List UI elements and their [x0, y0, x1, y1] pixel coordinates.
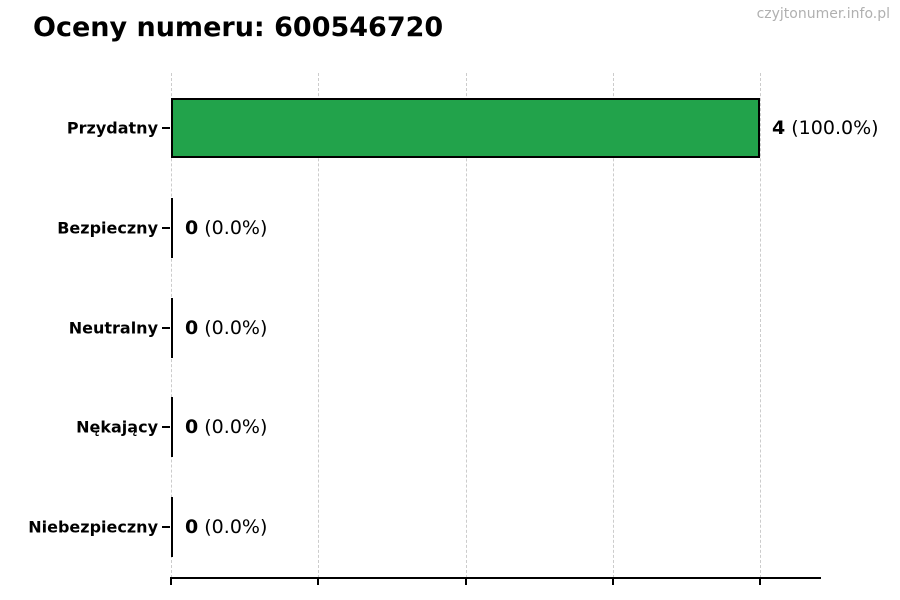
bar [171, 98, 760, 158]
bar [171, 397, 173, 458]
value-label: 0 (0.0%) [185, 416, 267, 438]
y-axis-tick [162, 326, 170, 329]
value-count: 4 [772, 117, 786, 139]
x-axis-tick [170, 578, 172, 585]
value-percent: (0.0%) [198, 516, 268, 538]
y-axis-tick [162, 226, 170, 229]
bar [171, 197, 173, 258]
y-axis-tick [162, 426, 170, 429]
x-axis-line [170, 577, 821, 579]
x-axis-tick [317, 578, 320, 585]
value-percent: (0.0%) [198, 416, 268, 439]
x-axis-tick [759, 578, 761, 585]
category-label: Niebezpieczny [28, 517, 158, 537]
y-axis-tick [162, 526, 170, 528]
value-percent: (100.0%) [785, 117, 879, 139]
category-label: Neutralny [68, 318, 158, 337]
value-percent: (0.0%) [198, 216, 268, 239]
gridline [318, 73, 320, 578]
x-axis-tick [464, 578, 467, 585]
value-label: 0 (0.0%) [185, 317, 267, 339]
watermark: czyjtonumer.info.pl [756, 6, 890, 22]
gridline [612, 73, 614, 578]
category-label: Przydatny [66, 118, 158, 138]
x-axis-tick [611, 578, 614, 585]
value-label: 0 (0.0%) [185, 217, 267, 239]
category-label: Nękający [76, 417, 158, 437]
value-count: 0 [185, 416, 199, 439]
bar [171, 497, 173, 557]
value-count: 0 [185, 216, 199, 239]
bar [171, 297, 173, 358]
value-count: 0 [185, 316, 199, 339]
y-axis-tick [162, 127, 170, 129]
value-label: 4 (100.0%) [772, 117, 879, 139]
gridline [465, 73, 467, 578]
category-label: Bezpieczny [57, 218, 158, 238]
value-percent: (0.0%) [198, 316, 268, 339]
value-label: 0 (0.0%) [185, 516, 267, 538]
chart-title: Oceny numeru: 600546720 [33, 12, 444, 43]
gridline [760, 73, 761, 578]
value-count: 0 [185, 516, 199, 538]
